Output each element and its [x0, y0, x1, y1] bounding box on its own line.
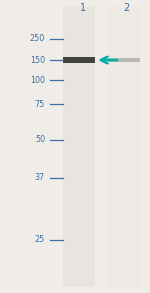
- Bar: [63, 6, 94, 287]
- Bar: [108, 6, 140, 287]
- Text: 100: 100: [30, 76, 45, 85]
- Text: 1: 1: [80, 3, 86, 13]
- Text: 250: 250: [30, 34, 45, 43]
- Text: 37: 37: [35, 173, 45, 182]
- Bar: [108, 58, 140, 62]
- Text: 75: 75: [35, 100, 45, 108]
- Text: 150: 150: [30, 56, 45, 64]
- Text: 50: 50: [35, 135, 45, 144]
- Bar: [63, 57, 94, 63]
- Text: 2: 2: [124, 3, 130, 13]
- Text: 25: 25: [35, 235, 45, 244]
